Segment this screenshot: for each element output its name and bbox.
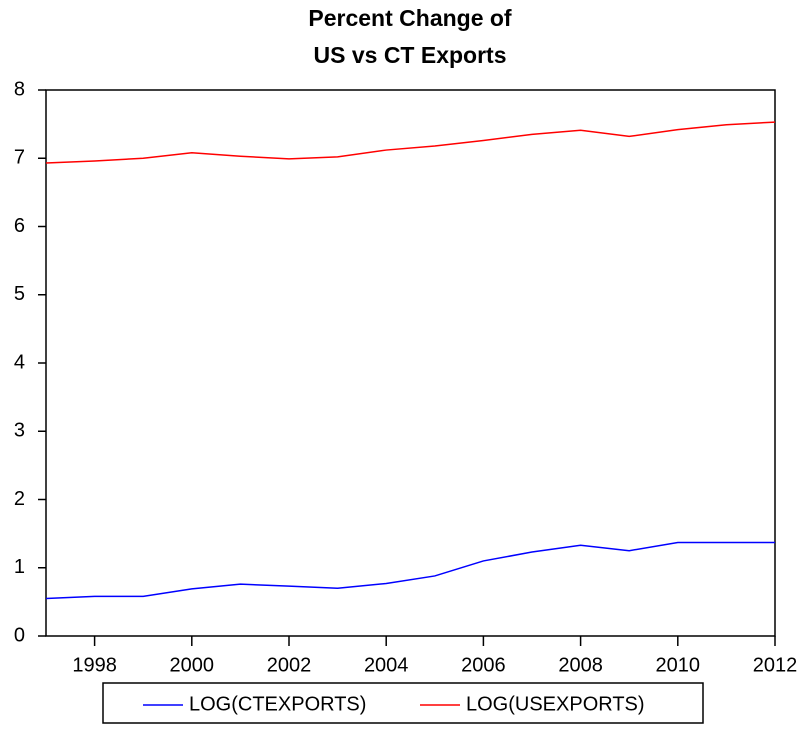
y-tick-label: 2 [14,488,25,510]
y-tick-label: 4 [14,351,25,373]
series-line [45,121,776,164]
legend-label: LOG(CTEXPORTS) [189,693,366,715]
x-tick-label: 2000 [170,654,215,676]
series-line [45,541,775,600]
x-tick-label: 1998 [72,654,117,676]
x-tick-label: 2002 [267,654,312,676]
y-tick-label: 3 [14,420,25,442]
x-tick-label: 2008 [558,654,603,676]
legend-label: LOG(USEXPORTS) [466,693,645,715]
legend-box [102,682,704,724]
y-tick-label: 5 [14,283,25,305]
x-tick-label: 2004 [364,654,409,676]
chart-title: US vs CT Exports [314,42,507,68]
y-tick-label: 0 [14,624,25,646]
x-tick-label: 2012 [753,654,798,676]
x-tick-label: 2010 [656,654,701,676]
chart-title: Percent Change of [308,5,512,31]
y-tick-label: 7 [14,147,25,169]
x-tick-label: 2006 [461,654,506,676]
plot-frame [45,89,776,637]
y-tick-label: 1 [14,556,25,578]
y-tick-label: 6 [14,215,25,237]
y-tick-label: 8 [14,78,25,100]
